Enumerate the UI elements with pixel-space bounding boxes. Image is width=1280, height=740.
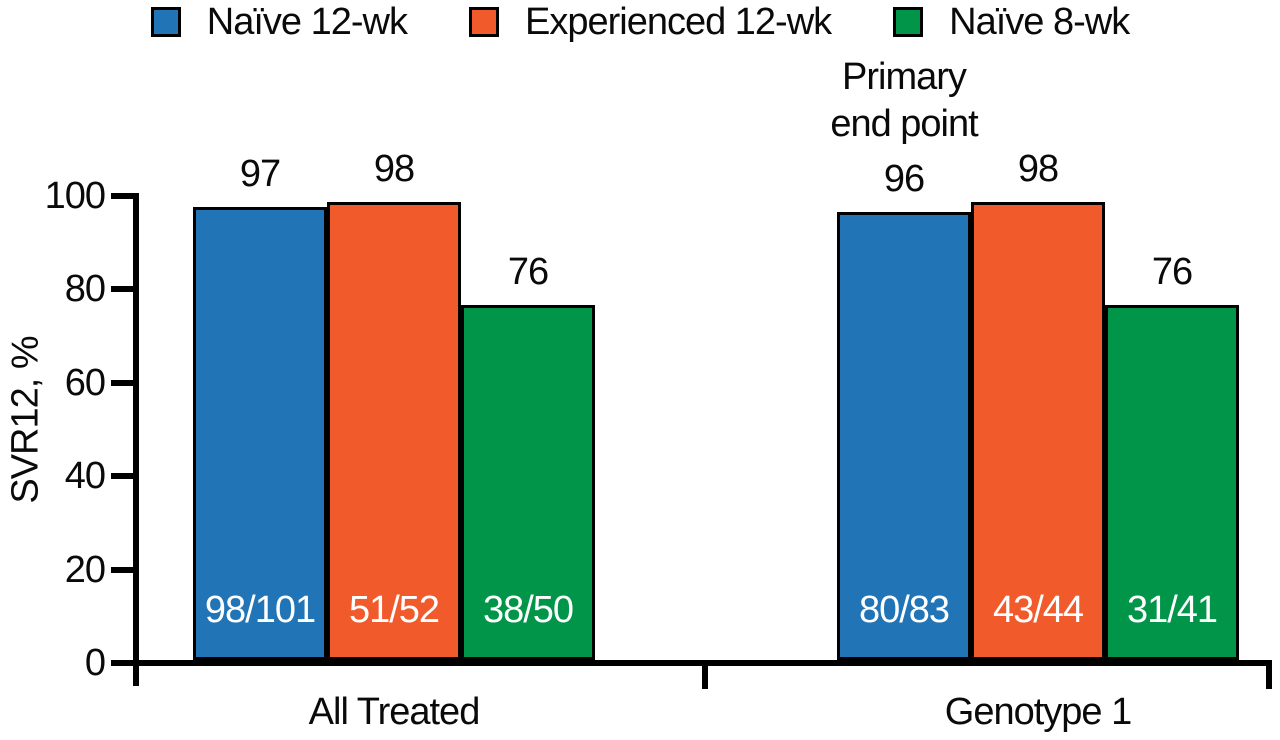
bar-genotype-1-2: 43/44 xyxy=(971,202,1105,660)
legend-swatch-naive-8wk-icon xyxy=(893,7,924,37)
bar-fraction-label: 80/83 xyxy=(858,589,950,631)
bar-value-label: 97 xyxy=(239,153,281,195)
y-axis-line xyxy=(133,193,139,686)
category-label-all-treated: All Treated xyxy=(308,691,481,733)
y-tick-mark-0 xyxy=(111,660,133,666)
bar-value-label: 96 xyxy=(883,158,925,200)
legend-label-experienced-12wk: Experienced 12-wk xyxy=(524,1,832,43)
y-tick-mark-100 xyxy=(111,193,133,199)
y-tick-label-0: 0 xyxy=(84,642,106,684)
bar-genotype-1-3: 31/41 xyxy=(1105,305,1239,660)
legend-label-naive-12wk: Naïve 12-wk xyxy=(206,1,408,43)
chart-legend: Naïve 12-wk Experienced 12-wk Naïve 8-wk xyxy=(0,0,1280,44)
category-label-genotype-1: Genotype 1 xyxy=(944,691,1132,733)
y-tick-label-80: 80 xyxy=(64,268,106,310)
y-tick-mark-60 xyxy=(111,380,133,386)
bar-value-label: 98 xyxy=(1017,148,1059,190)
y-tick-label-100: 100 xyxy=(44,175,106,217)
bar-fraction-label: 98/101 xyxy=(204,589,316,631)
legend-item-naive-8wk: Naïve 8-wk xyxy=(893,1,1130,43)
bar-all-treated-2: 51/52 xyxy=(327,202,461,660)
bar-fraction-label: 43/44 xyxy=(992,589,1084,631)
bar-all-treated-3: 38/50 xyxy=(461,305,595,660)
legend-item-naive-12wk: Naïve 12-wk xyxy=(150,1,408,43)
legend-item-experienced-12wk: Experienced 12-wk xyxy=(468,1,832,43)
primary-endpoint-annotation-line1: Primary xyxy=(842,56,967,98)
legend-label-naive-8wk: Naïve 8-wk xyxy=(949,1,1130,43)
bar-fraction-label: 31/41 xyxy=(1126,589,1218,631)
y-tick-mark-20 xyxy=(111,567,133,573)
y-tick-label-60: 60 xyxy=(64,362,106,404)
bar-value-label: 76 xyxy=(1151,251,1193,293)
bar-value-label: 98 xyxy=(373,148,415,190)
x-axis-end-tick xyxy=(1266,660,1272,689)
y-tick-mark-80 xyxy=(111,286,133,292)
bar-all-treated-1: 98/101 xyxy=(193,207,327,660)
legend-swatch-experienced-12wk-icon xyxy=(468,7,499,37)
bar-fraction-label: 51/52 xyxy=(348,589,440,631)
legend-swatch-naive-12wk-icon xyxy=(150,7,181,37)
x-axis-group-divider-tick xyxy=(702,660,708,689)
bar-fraction-label: 38/50 xyxy=(482,589,574,631)
primary-endpoint-annotation-line2: end point xyxy=(830,103,978,145)
y-tick-label-20: 20 xyxy=(64,549,106,591)
bar-value-label: 76 xyxy=(507,251,549,293)
primary-endpoint-annotation: Primary end point xyxy=(830,54,978,148)
y-tick-mark-40 xyxy=(111,473,133,479)
y-tick-label-40: 40 xyxy=(64,455,106,497)
bar-genotype-1-1: 80/83 xyxy=(837,212,971,660)
